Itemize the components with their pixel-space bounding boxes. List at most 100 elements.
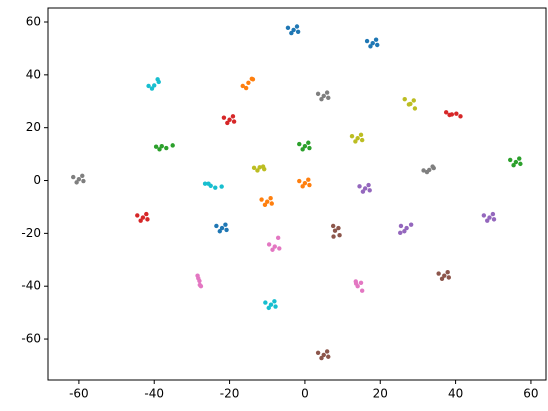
point xyxy=(454,111,459,116)
point xyxy=(446,275,452,280)
point xyxy=(321,93,326,99)
point xyxy=(518,161,523,167)
point xyxy=(294,24,300,29)
x-tick-label: -20 xyxy=(220,387,240,401)
point xyxy=(445,270,450,275)
point xyxy=(269,201,274,206)
point xyxy=(219,184,224,189)
point xyxy=(306,140,311,145)
point xyxy=(513,159,519,165)
point xyxy=(324,90,330,95)
point xyxy=(487,215,492,220)
point xyxy=(164,145,169,151)
point xyxy=(260,164,266,169)
point xyxy=(447,112,452,118)
y-tick-label: 0 xyxy=(33,173,41,187)
y-tick-label: 20 xyxy=(26,120,41,134)
point xyxy=(213,185,218,190)
point xyxy=(197,282,203,288)
point xyxy=(332,228,338,233)
point xyxy=(326,95,331,101)
point xyxy=(206,181,211,186)
point xyxy=(364,38,370,44)
point xyxy=(436,271,441,276)
x-tick-label: -40 xyxy=(144,387,164,401)
point xyxy=(221,115,227,120)
point xyxy=(331,234,336,239)
point xyxy=(490,211,496,217)
x-tick-label: 0 xyxy=(301,387,309,401)
point xyxy=(202,181,208,186)
point xyxy=(285,25,291,31)
point xyxy=(421,168,426,173)
point xyxy=(243,85,249,91)
point xyxy=(359,137,365,143)
point xyxy=(251,165,257,171)
point xyxy=(266,305,271,311)
point xyxy=(443,110,449,115)
point xyxy=(159,143,164,149)
point xyxy=(402,96,407,102)
point xyxy=(265,199,270,204)
point xyxy=(360,189,366,194)
point xyxy=(145,217,150,222)
point xyxy=(375,42,380,48)
x-tick-label: 60 xyxy=(523,387,538,401)
point xyxy=(353,139,358,144)
point xyxy=(337,233,342,238)
point xyxy=(307,182,312,188)
point xyxy=(227,117,232,122)
point xyxy=(262,202,268,208)
point xyxy=(430,164,435,169)
point xyxy=(359,288,365,293)
point xyxy=(307,145,312,151)
point xyxy=(373,37,379,42)
point xyxy=(157,147,162,152)
point xyxy=(442,273,447,278)
y-tick-label: 60 xyxy=(26,15,41,29)
point xyxy=(368,44,373,49)
point xyxy=(358,132,364,138)
point xyxy=(357,184,362,189)
point xyxy=(270,247,275,252)
point xyxy=(362,186,368,191)
x-tick-label: 40 xyxy=(448,387,463,401)
point xyxy=(223,222,228,227)
point xyxy=(273,304,278,309)
point xyxy=(135,213,140,218)
point xyxy=(511,163,516,168)
point xyxy=(272,244,277,249)
point xyxy=(458,114,463,119)
point xyxy=(321,352,326,358)
point xyxy=(517,156,522,161)
point xyxy=(214,223,219,229)
y-tick-label: -60 xyxy=(21,332,41,346)
point xyxy=(370,40,375,46)
point xyxy=(302,143,308,149)
point xyxy=(300,184,305,189)
point xyxy=(152,83,157,88)
point xyxy=(268,302,274,307)
point xyxy=(259,197,264,202)
point xyxy=(300,147,305,152)
point xyxy=(295,29,301,34)
point xyxy=(230,114,236,119)
point xyxy=(74,180,79,185)
point xyxy=(266,242,272,247)
x-tick-label: -60 xyxy=(69,387,89,401)
y-tick-label: -40 xyxy=(21,279,41,293)
point xyxy=(336,225,341,231)
point xyxy=(263,300,268,305)
point xyxy=(140,215,146,220)
point xyxy=(402,229,407,234)
point xyxy=(268,196,273,201)
point xyxy=(249,76,254,82)
y-tick-label: -20 xyxy=(21,226,41,240)
point xyxy=(326,354,331,359)
point xyxy=(349,133,355,139)
point xyxy=(404,225,409,231)
point xyxy=(80,173,85,178)
point xyxy=(406,102,412,107)
point xyxy=(225,120,230,126)
